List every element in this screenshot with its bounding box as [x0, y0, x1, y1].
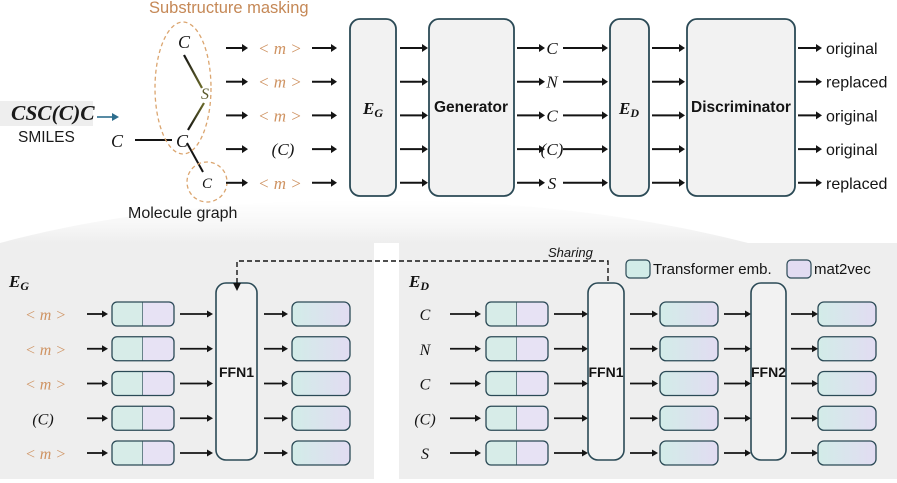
svg-text:S: S [548, 174, 557, 193]
svg-text:(C): (C) [32, 411, 53, 428]
svg-text:(C): (C) [541, 140, 564, 159]
svg-text:Discriminator: Discriminator [691, 99, 791, 116]
svg-text:N: N [419, 342, 432, 359]
svg-text:C: C [546, 106, 558, 125]
svg-text:< m >: < m > [25, 377, 66, 394]
svg-text:FFN1: FFN1 [219, 364, 254, 380]
svg-text:original: original [826, 142, 878, 159]
svg-text:(C): (C) [414, 411, 435, 428]
svg-text:Substructure masking: Substructure masking [149, 0, 309, 17]
svg-text:< m >: < m > [25, 342, 66, 359]
svg-text:FFN1: FFN1 [589, 364, 624, 380]
svg-text:C: C [202, 176, 213, 192]
svg-text:C: C [111, 131, 124, 151]
svg-text:< m >: < m > [258, 39, 302, 58]
svg-text:(C): (C) [272, 140, 295, 159]
svg-text:< m >: < m > [258, 106, 302, 125]
svg-text:Transformer emb.: Transformer emb. [653, 261, 772, 278]
svg-text:N: N [545, 73, 559, 92]
svg-text:C: C [176, 131, 189, 151]
svg-text:Sharing: Sharing [548, 245, 594, 260]
svg-text:< m >: < m > [258, 73, 302, 92]
svg-text:replaced: replaced [826, 75, 887, 92]
svg-text:< m >: < m > [25, 446, 66, 463]
svg-text:original: original [826, 41, 878, 58]
svg-text:FFN2: FFN2 [751, 364, 786, 380]
svg-text:replaced: replaced [826, 176, 887, 193]
svg-text:C: C [546, 39, 558, 58]
svg-text:C: C [420, 307, 431, 324]
svg-text:C: C [420, 377, 431, 394]
svg-text:S: S [201, 86, 209, 103]
svg-text:S: S [421, 446, 429, 463]
svg-text:< m >: < m > [25, 307, 66, 324]
svg-text:CSC(C)C: CSC(C)C [11, 101, 95, 125]
svg-text:original: original [826, 108, 878, 125]
svg-text:Molecule graph: Molecule graph [128, 205, 237, 222]
svg-text:SMILES: SMILES [18, 129, 75, 146]
svg-text:mat2vec: mat2vec [814, 261, 871, 278]
svg-text:Generator: Generator [434, 99, 508, 116]
svg-text:C: C [178, 32, 191, 52]
svg-text:< m >: < m > [258, 174, 302, 193]
